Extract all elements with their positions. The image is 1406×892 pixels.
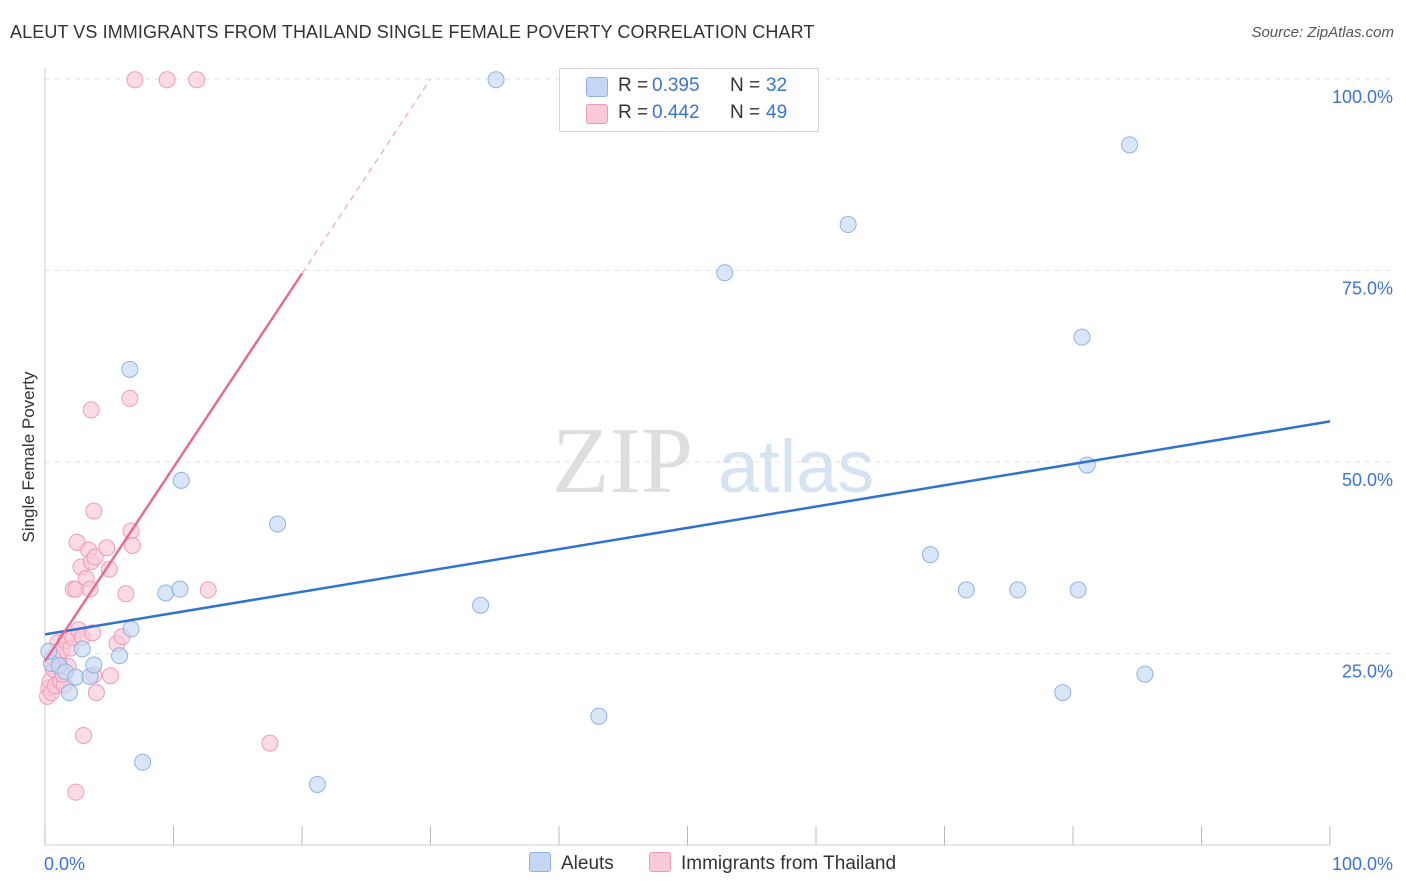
x-tick-label: 100.0% [1332,854,1393,874]
y-tick-label: 75.0% [1342,279,1393,299]
data-point-aleuts [590,707,608,725]
trend-line-thailand-extension [301,78,432,274]
trend-line-thailand [43,272,304,662]
data-point-thailand [121,389,139,407]
data-point-thailand [82,401,100,419]
data-point-aleuts [171,580,189,598]
data-point-thailand [67,783,85,801]
chart-title: ALEUT VS IMMIGRANTS FROM THAILAND SINGLE… [10,22,815,42]
tick-labels: 25.0% 50.0% 75.0% 100.0% 0.0% 100.0% [44,87,1393,874]
axes [44,68,1331,846]
legend-swatch-blue [586,77,608,97]
data-point-aleuts [157,584,175,602]
watermark-zip: ZIP [552,409,693,513]
data-point-aleuts [1009,581,1027,599]
data-point-thailand [87,684,105,702]
data-point-aleuts [1073,328,1091,346]
data-point-thailand [123,536,141,554]
data-point-thailand [98,539,116,557]
bottom-legend-label-aleuts: Aleuts [561,853,614,874]
source-label: Source: ZipAtlas.com [1251,24,1394,41]
bottom-legend-swatch-pink [649,852,671,872]
legend-n-label: N = [730,75,761,96]
data-point-aleuts [487,71,505,89]
data-point-thailand [188,71,206,89]
data-point-aleuts [308,775,326,793]
grid-lines [45,78,1392,654]
legend-r-label: R = [618,102,649,123]
data-point-aleuts [172,471,190,489]
bottom-legend-aleuts: Aleuts [529,852,614,875]
data-point-aleuts [1069,581,1087,599]
series-aleuts-points [40,71,1154,793]
data-point-aleuts [957,581,975,599]
data-point-aleuts [269,515,287,533]
data-point-aleuts [1136,665,1154,683]
data-point-aleuts [85,656,103,674]
data-point-thailand [85,502,103,520]
bottom-legend-swatch-blue [529,852,551,872]
data-point-thailand [261,734,279,752]
data-point-aleuts [122,620,140,638]
data-point-aleuts [1121,136,1139,154]
data-point-aleuts [121,360,139,378]
legend-r-value: 0.395 [652,75,700,96]
legend-swatch-pink [586,104,608,124]
data-point-aleuts [839,216,857,234]
data-point-thailand [84,624,102,642]
bottom-legend-label-thailand: Immigrants from Thailand [681,853,897,874]
watermark-atlas: atlas [718,425,874,508]
bottom-legend-thailand: Immigrants from Thailand [649,852,896,875]
data-point-thailand [158,71,176,89]
data-point-thailand [102,667,120,685]
y-tick-label: 25.0% [1342,662,1393,682]
trend-lines [43,78,1331,662]
y-axis-label: Single Female Poverty [19,371,38,543]
y-tick-label: 50.0% [1342,470,1393,490]
legend-n-value: 49 [766,102,788,123]
data-point-aleuts [1054,684,1072,702]
legend-r-value: 0.442 [652,102,700,123]
data-point-aleuts [134,753,152,771]
legend-n-value: 32 [766,75,788,96]
data-point-aleuts [716,264,734,282]
data-point-thailand [100,560,118,578]
x-tick-label: 0.0% [44,854,85,874]
correlation-legend: R = 0.395 N = 32 R = 0.442 N = 49 [559,68,819,132]
data-point-aleuts [67,668,85,686]
data-point-aleuts [73,640,91,658]
data-point-thailand [126,71,144,89]
data-point-aleuts [472,596,490,614]
data-point-thailand [199,581,217,599]
data-point-thailand [86,548,104,566]
legend-n-label: N = [730,102,761,123]
data-point-aleuts [111,647,129,665]
data-point-thailand [75,726,93,744]
data-point-aleuts [60,684,78,702]
data-point-thailand [117,585,135,603]
trend-line-aleuts [44,420,1331,636]
legend-r-label: R = [618,75,649,96]
data-point-aleuts [921,546,939,564]
y-tick-label: 100.0% [1332,87,1393,107]
